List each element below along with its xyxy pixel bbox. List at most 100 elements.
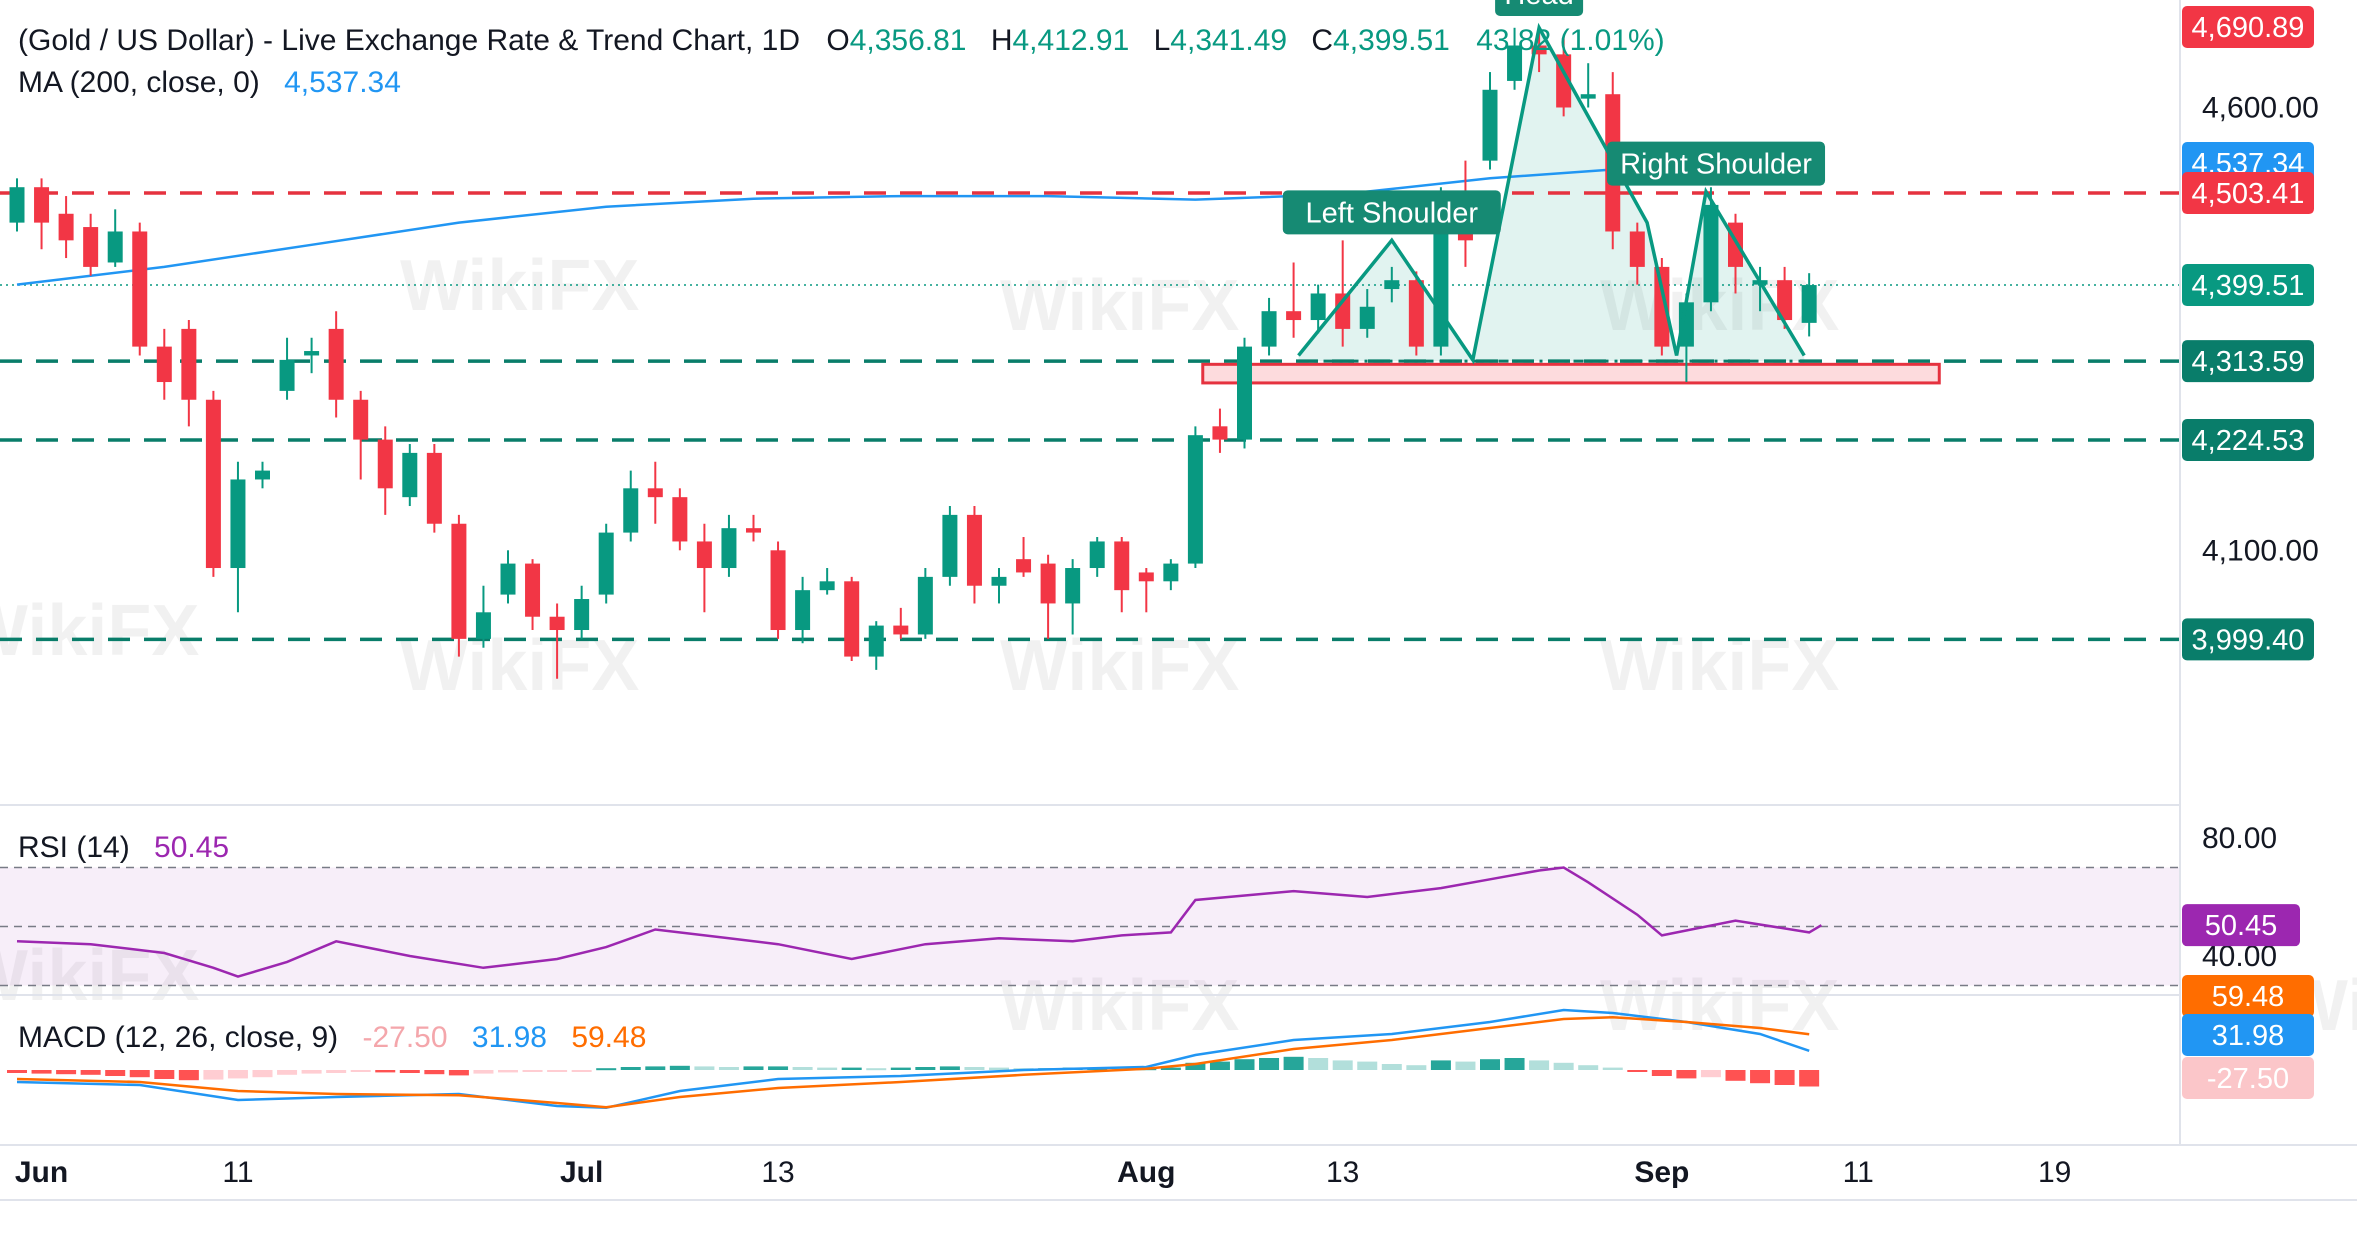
macd-hist-bar-9 bbox=[227, 1070, 248, 1079]
price-badge-3: 4,399.51 bbox=[2192, 270, 2305, 302]
candle-body-43 bbox=[1065, 568, 1081, 604]
candle-body-21 bbox=[525, 563, 541, 617]
macd-hist-bar-35 bbox=[866, 1068, 887, 1071]
candle-body-3 bbox=[83, 227, 99, 267]
support-zone-rect bbox=[1201, 362, 1941, 385]
legend-symbol-line: (Gold / US Dollar) - Live Exchange Rate … bbox=[18, 24, 1665, 57]
pattern-label-1: Head bbox=[1504, 0, 1573, 11]
macd-hist-bar-62 bbox=[1529, 1060, 1550, 1070]
watermark-1: WikiFX bbox=[400, 246, 639, 326]
candle-body-27 bbox=[672, 497, 688, 542]
macd-hist-bar-20 bbox=[498, 1070, 518, 1073]
ma-200-line bbox=[16, 161, 1810, 286]
support-zone bbox=[1201, 362, 1941, 385]
macd-hist-bar-39 bbox=[964, 1067, 985, 1070]
candle-body-22 bbox=[549, 616, 565, 631]
macd-hist-bar-30 bbox=[743, 1066, 764, 1070]
close-value: 4,399.51 bbox=[1333, 24, 1450, 57]
high-label: H bbox=[991, 24, 1013, 57]
pattern-label-bg-1 bbox=[1495, 0, 1584, 16]
candle-body-4 bbox=[107, 231, 123, 263]
macd-hist-bar-12 bbox=[301, 1070, 322, 1074]
time-axis[interactable]: Jun 11 Jul 13 Aug 13 Sep 11 19 bbox=[15, 1156, 2071, 1189]
price-pane[interactable]: Left Shoulder Head Right Shoulder bbox=[0, 0, 2180, 679]
macd-hist-bar-15 bbox=[375, 1070, 396, 1073]
time-tick-4: Aug bbox=[1117, 1156, 1175, 1189]
macd-hist-bar-28 bbox=[694, 1066, 715, 1070]
candle-body-55 bbox=[1359, 306, 1375, 329]
price-badge-bg-3 bbox=[2182, 264, 2314, 307]
candle-body-33 bbox=[819, 581, 835, 591]
macd-badge-bg-1 bbox=[2182, 1014, 2314, 1056]
close-label: C bbox=[1311, 24, 1333, 57]
macd-hist-bar-66 bbox=[1627, 1070, 1648, 1072]
candle-body-39 bbox=[966, 514, 982, 586]
candle-body-32 bbox=[795, 590, 811, 631]
candle-body-29 bbox=[721, 528, 737, 569]
macd-hist-bar-34 bbox=[841, 1067, 862, 1070]
time-tick-0: Jun bbox=[15, 1156, 68, 1189]
candle-body-64 bbox=[1580, 94, 1596, 99]
price-axis[interactable]: 4,600.004,100.004,690.894,537.344,503.41… bbox=[2182, 6, 2319, 661]
rsi-value: 50.45 bbox=[154, 831, 229, 864]
price-badge-0: 4,690.89 bbox=[2192, 12, 2305, 44]
rsi-label: RSI (14) bbox=[18, 831, 130, 864]
candle-body-57 bbox=[1408, 280, 1424, 347]
ma-label: MA (200, close, 0) bbox=[18, 66, 260, 99]
macd-hist-bar-24 bbox=[596, 1068, 617, 1071]
candle-body-69 bbox=[1703, 204, 1719, 303]
candle-body-1 bbox=[34, 187, 50, 223]
macd-hist-bar-25 bbox=[620, 1067, 641, 1070]
macd-line bbox=[16, 1008, 1810, 1110]
price-tick-0: 4,600.00 bbox=[2202, 91, 2319, 124]
macd-hist-bar-50 bbox=[1234, 1059, 1255, 1070]
legend-macd-line: MACD (12, 26, close, 9) -27.50 31.98 59.… bbox=[18, 1021, 646, 1054]
open-value: 4,356.81 bbox=[850, 24, 967, 57]
macd-hist-value: -27.50 bbox=[362, 1021, 447, 1054]
macd-signal-line bbox=[16, 1015, 1810, 1109]
price-badge-6: 3,999.40 bbox=[2192, 624, 2305, 656]
macd-signal-value: 59.48 bbox=[571, 1021, 646, 1054]
macd-hist-bar-48 bbox=[1185, 1062, 1206, 1070]
macd-hist-bar-40 bbox=[989, 1067, 1009, 1070]
candle-body-38 bbox=[942, 514, 958, 577]
candle-body-8 bbox=[205, 399, 221, 569]
candle-body-25 bbox=[623, 488, 639, 533]
macd-hist-bar-23 bbox=[571, 1070, 592, 1072]
horizontal-levels bbox=[0, 191, 2180, 642]
macd-hist-bar-67 bbox=[1651, 1070, 1672, 1076]
head-and-shoulders-pattern bbox=[1297, 22, 1806, 365]
candle-body-42 bbox=[1040, 563, 1056, 604]
macd-hist-bar-36 bbox=[890, 1067, 911, 1070]
price-badge-2: 4,503.41 bbox=[2192, 178, 2305, 210]
candle-body-62 bbox=[1531, 45, 1547, 55]
candle-body-61 bbox=[1507, 45, 1523, 81]
macd-hist-bar-19 bbox=[473, 1070, 494, 1074]
macd-hist-bar-65 bbox=[1602, 1067, 1623, 1070]
candle-body-52 bbox=[1286, 311, 1302, 321]
macd-pane[interactable]: 59.48 31.98 -27.50 bbox=[7, 975, 2314, 1110]
candle-body-13 bbox=[328, 328, 344, 400]
candle-body-10 bbox=[255, 470, 270, 480]
macd-hist-bar-4 bbox=[105, 1070, 126, 1076]
low-label: L bbox=[1154, 24, 1171, 57]
macd-badge-2: -27.50 bbox=[2207, 1063, 2289, 1095]
candle-body-12 bbox=[304, 351, 320, 356]
candle-body-50 bbox=[1237, 346, 1252, 440]
macd-hist-bar-73 bbox=[1799, 1070, 1820, 1087]
macd-hist-bar-70 bbox=[1725, 1070, 1746, 1081]
macd-hist-bar-51 bbox=[1259, 1058, 1280, 1070]
macd-hist-bar-10 bbox=[252, 1070, 273, 1078]
change-value: 43.82 (1.01%) bbox=[1476, 24, 1664, 57]
macd-hist-bar-63 bbox=[1553, 1062, 1574, 1070]
macd-hist-bar-71 bbox=[1750, 1070, 1771, 1084]
macd-hist-bar-55 bbox=[1357, 1061, 1378, 1070]
macd-hist-bar-2 bbox=[56, 1070, 77, 1075]
time-tick-5: 13 bbox=[1326, 1156, 1359, 1189]
pattern-line bbox=[1297, 22, 1806, 365]
candle-body-67 bbox=[1654, 266, 1670, 347]
macd-hist-bar-7 bbox=[178, 1070, 199, 1081]
candle-body-17 bbox=[426, 452, 442, 524]
